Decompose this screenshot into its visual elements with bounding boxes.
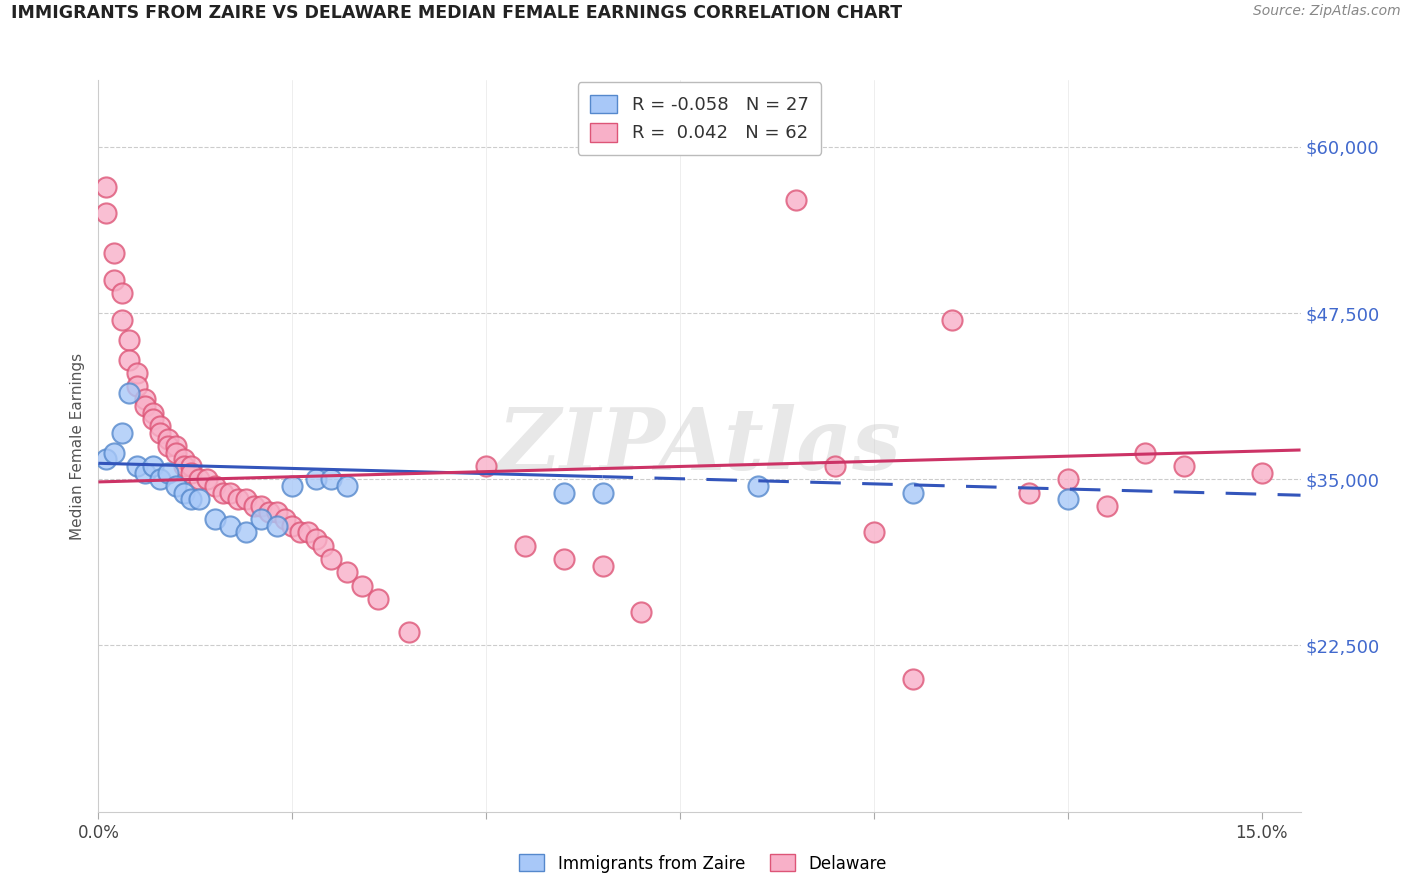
Point	[118, 352, 141, 367]
Point	[149, 419, 172, 434]
Point	[219, 518, 242, 533]
Point	[180, 458, 202, 473]
Point	[1057, 492, 1080, 507]
Point	[211, 485, 233, 500]
Point	[157, 439, 180, 453]
Point	[352, 579, 374, 593]
Point	[149, 425, 172, 440]
Point	[553, 552, 575, 566]
Point	[103, 246, 125, 260]
Legend: R = -0.058   N = 27, R =  0.042   N = 62: R = -0.058 N = 27, R = 0.042 N = 62	[578, 82, 821, 155]
Point	[398, 625, 420, 640]
Point	[257, 506, 280, 520]
Point	[188, 492, 211, 507]
Point	[336, 566, 359, 580]
Point	[941, 312, 963, 326]
Point	[319, 552, 342, 566]
Point	[173, 452, 195, 467]
Point	[863, 525, 886, 540]
Point	[297, 525, 319, 540]
Point	[226, 492, 249, 507]
Point	[747, 479, 769, 493]
Point	[219, 485, 242, 500]
Point	[96, 452, 118, 467]
Point	[304, 472, 326, 486]
Point	[173, 485, 195, 500]
Point	[785, 193, 807, 207]
Point	[96, 179, 118, 194]
Point	[592, 485, 614, 500]
Point	[127, 458, 149, 473]
Point	[513, 539, 536, 553]
Point	[103, 273, 125, 287]
Point	[195, 472, 218, 486]
Point	[173, 458, 195, 473]
Point	[319, 472, 342, 486]
Point	[134, 392, 156, 407]
Point	[281, 518, 304, 533]
Point	[103, 445, 125, 459]
Point	[142, 458, 165, 473]
Y-axis label: Median Female Earnings: Median Female Earnings	[70, 352, 86, 540]
Point	[304, 532, 326, 546]
Point	[1250, 466, 1272, 480]
Point	[1018, 485, 1040, 500]
Point	[266, 518, 288, 533]
Point	[118, 385, 141, 400]
Point	[553, 485, 575, 500]
Point	[235, 525, 257, 540]
Point	[96, 206, 118, 220]
Point	[157, 466, 180, 480]
Point	[242, 499, 264, 513]
Point	[901, 485, 924, 500]
Point	[134, 466, 156, 480]
Point	[180, 466, 202, 480]
Point	[118, 333, 141, 347]
Text: IMMIGRANTS FROM ZAIRE VS DELAWARE MEDIAN FEMALE EARNINGS CORRELATION CHART: IMMIGRANTS FROM ZAIRE VS DELAWARE MEDIAN…	[11, 4, 903, 22]
Point	[1135, 445, 1157, 459]
Point	[142, 406, 165, 420]
Point	[1173, 458, 1195, 473]
Point	[273, 512, 295, 526]
Point	[127, 366, 149, 380]
Point	[134, 399, 156, 413]
Point	[165, 445, 187, 459]
Point	[111, 286, 134, 301]
Point	[250, 512, 273, 526]
Point	[149, 472, 172, 486]
Text: Source: ZipAtlas.com: Source: ZipAtlas.com	[1253, 4, 1400, 19]
Point	[281, 479, 304, 493]
Point	[165, 479, 187, 493]
Point	[266, 506, 288, 520]
Point	[630, 605, 652, 619]
Point	[592, 558, 614, 573]
Point	[111, 425, 134, 440]
Point	[235, 492, 257, 507]
Point	[901, 672, 924, 686]
Point	[165, 439, 187, 453]
Point	[1095, 499, 1118, 513]
Point	[180, 492, 202, 507]
Point	[1057, 472, 1080, 486]
Point	[824, 458, 846, 473]
Point	[188, 472, 211, 486]
Point	[288, 525, 311, 540]
Point	[475, 458, 498, 473]
Point	[367, 591, 389, 606]
Point	[204, 512, 226, 526]
Text: ZIPAtlas: ZIPAtlas	[498, 404, 901, 488]
Legend: Immigrants from Zaire, Delaware: Immigrants from Zaire, Delaware	[513, 847, 893, 880]
Point	[336, 479, 359, 493]
Point	[157, 433, 180, 447]
Point	[204, 479, 226, 493]
Point	[142, 412, 165, 426]
Point	[312, 539, 335, 553]
Point	[127, 379, 149, 393]
Point	[111, 312, 134, 326]
Point	[250, 499, 273, 513]
